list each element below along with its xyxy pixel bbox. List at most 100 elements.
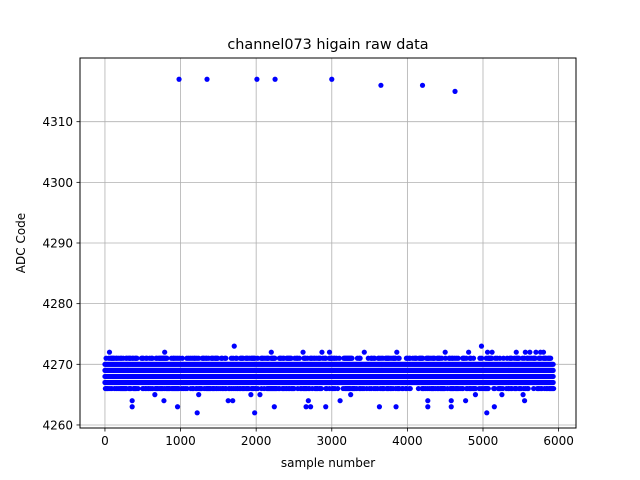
y-tick-label: 4270 <box>42 358 73 372</box>
data-point <box>478 343 485 349</box>
data-point <box>149 355 155 361</box>
data-point <box>135 385 141 392</box>
data-point <box>319 349 325 355</box>
data-point <box>129 404 135 410</box>
data-point <box>525 385 531 392</box>
data-point <box>550 367 556 373</box>
data-point <box>419 82 426 88</box>
data-point <box>460 385 466 392</box>
data-point <box>296 355 302 361</box>
data-point <box>516 355 522 361</box>
data-point <box>230 398 236 404</box>
data-point <box>161 398 167 404</box>
x-tick-label: 3000 <box>317 434 348 448</box>
data-point <box>176 76 182 82</box>
data-point <box>484 410 490 416</box>
data-point <box>527 349 533 355</box>
data-point <box>394 349 400 355</box>
data-point <box>376 404 383 410</box>
data-point <box>194 410 200 416</box>
x-tick-label: 2000 <box>241 434 272 448</box>
data-point <box>184 385 190 392</box>
data-point <box>223 355 229 361</box>
data-point <box>479 355 485 361</box>
data-point <box>225 398 231 404</box>
y-tick-label: 4260 <box>42 418 73 432</box>
data-point <box>291 385 297 392</box>
data-point <box>255 355 261 361</box>
data-point <box>425 398 431 404</box>
data-point <box>492 385 498 392</box>
x-tick-label: 5000 <box>468 434 499 448</box>
data-point <box>305 398 311 404</box>
data-point <box>500 385 506 392</box>
data-point <box>349 355 355 361</box>
data-point <box>551 385 557 392</box>
data-point <box>348 392 354 398</box>
data-point <box>472 385 479 392</box>
x-tick-label: 6000 <box>543 434 574 448</box>
y-tick-label: 4280 <box>42 297 73 311</box>
data-point <box>442 349 448 355</box>
x-tick-label: 4000 <box>392 434 423 448</box>
data-point <box>257 392 263 398</box>
data-point <box>466 349 472 355</box>
data-point <box>550 373 556 380</box>
data-point <box>303 404 309 410</box>
grid-lines <box>80 58 576 428</box>
data-point <box>106 349 113 355</box>
data-point <box>533 349 539 355</box>
data-point <box>448 398 454 404</box>
data-point <box>326 349 333 355</box>
data-point <box>513 349 519 355</box>
data-point <box>361 349 367 355</box>
data-point <box>318 385 324 392</box>
y-tick-label: 4290 <box>42 237 73 251</box>
data-point <box>420 355 426 361</box>
data-point <box>521 398 528 404</box>
data-point <box>252 410 258 416</box>
data-point <box>463 355 469 361</box>
data-point <box>129 398 135 404</box>
data-point <box>323 404 329 410</box>
data-point <box>396 355 402 361</box>
data-point <box>407 385 413 392</box>
data-point <box>196 392 202 398</box>
data-point <box>288 355 294 361</box>
data-point <box>499 392 505 398</box>
data-points <box>102 76 557 416</box>
data-point <box>268 349 274 355</box>
data-point <box>174 404 181 410</box>
data-point <box>357 355 363 361</box>
data-point <box>472 392 479 398</box>
data-point <box>308 404 314 410</box>
data-point <box>162 349 168 355</box>
data-point <box>500 355 507 361</box>
data-point <box>196 355 202 361</box>
data-point <box>248 392 254 398</box>
data-point <box>179 355 185 361</box>
y-tick-label: 4310 <box>42 115 73 129</box>
data-point <box>272 76 278 82</box>
data-point <box>531 385 537 392</box>
data-point <box>254 76 260 82</box>
data-point <box>485 385 491 392</box>
data-point <box>550 361 556 367</box>
data-point <box>335 385 341 392</box>
y-axis-label: ADC Code <box>14 213 28 273</box>
data-point <box>271 404 277 410</box>
data-point <box>272 355 278 361</box>
chart-title: channel073 higain raw data <box>227 37 428 53</box>
x-tick-label: 0 <box>101 434 109 448</box>
data-point <box>522 349 528 355</box>
y-tick-label: 4300 <box>42 176 73 190</box>
data-point <box>455 355 461 361</box>
data-point <box>463 398 469 404</box>
data-point <box>532 355 538 361</box>
data-point <box>393 404 399 410</box>
data-point <box>439 355 445 361</box>
data-point <box>448 404 454 410</box>
data-point <box>329 76 335 82</box>
